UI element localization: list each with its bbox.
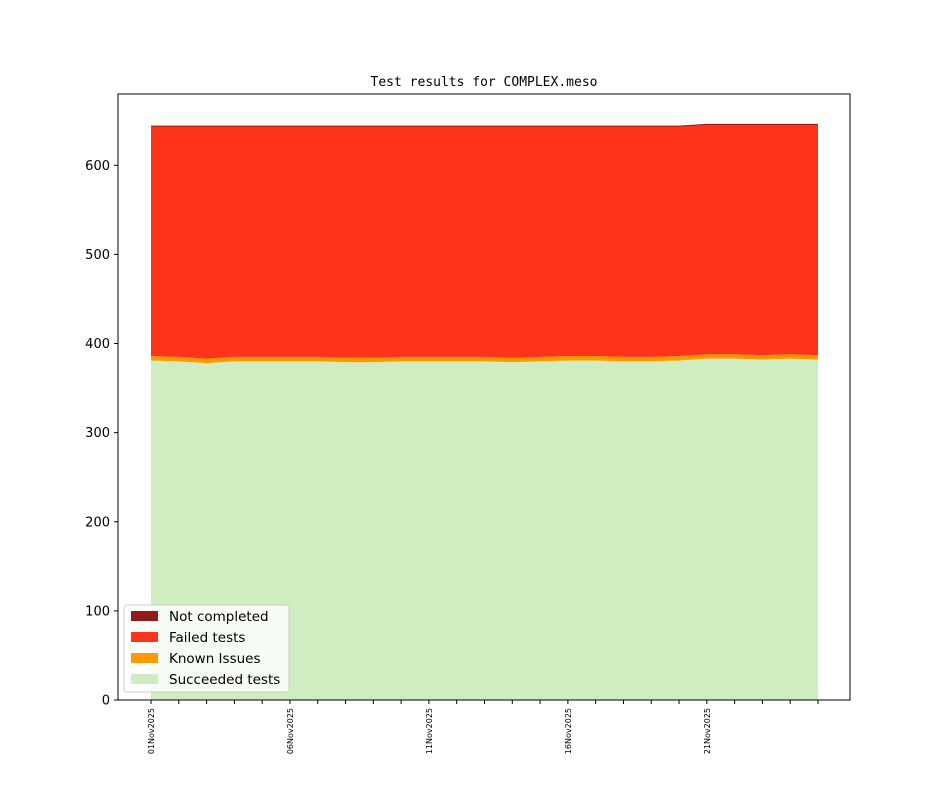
y-tick-label: 500 [85, 248, 110, 263]
x-tick-label: 06Nov2025 [286, 708, 295, 754]
legend: Not completed Failed tests Known Issues … [123, 604, 290, 693]
chart-title: Test results for COMPLEX.meso [371, 75, 598, 90]
legend-label-known-issues: Known Issues [169, 651, 261, 667]
legend-label-succeeded-tests: Succeeded tests [169, 672, 280, 688]
stack-top-line [151, 123, 818, 127]
legend-label-failed-tests: Failed tests [169, 630, 245, 646]
area-failed-tests [151, 124, 818, 359]
area-succeeded-tests [151, 358, 818, 700]
legend-swatch-failed-tests [131, 632, 158, 642]
x-tick-label: 21Nov2025 [703, 708, 712, 754]
legend-box [123, 604, 290, 693]
legend-label-not-completed: Not completed [169, 609, 269, 625]
y-tick-label: 100 [85, 604, 110, 619]
x-axis: 01Nov2025 06Nov2025 11Nov2025 16Nov2025 21No… [147, 700, 819, 754]
x-tick-label: 16Nov2025 [564, 708, 573, 754]
x-tick-label: 01Nov2025 [147, 708, 156, 754]
legend-swatch-known-issues [131, 653, 158, 663]
y-tick-label: 200 [85, 515, 110, 530]
plot-area: 0 100 200 300 400 500 600 01Nov2025 06Nov2025 11… [85, 93, 851, 754]
y-tick-label: 400 [85, 337, 110, 352]
stacked-areas [151, 123, 818, 700]
x-tick-label: 11Nov2025 [425, 708, 434, 754]
legend-swatch-not-completed [131, 611, 158, 621]
y-tick-label: 0 [102, 694, 110, 709]
area-known-issues [151, 354, 818, 364]
legend-swatch-succeeded-tests [131, 674, 158, 684]
y-axis: 0 100 200 300 400 500 600 [85, 159, 118, 709]
y-tick-label: 300 [85, 426, 110, 441]
y-tick-label: 600 [85, 159, 110, 174]
